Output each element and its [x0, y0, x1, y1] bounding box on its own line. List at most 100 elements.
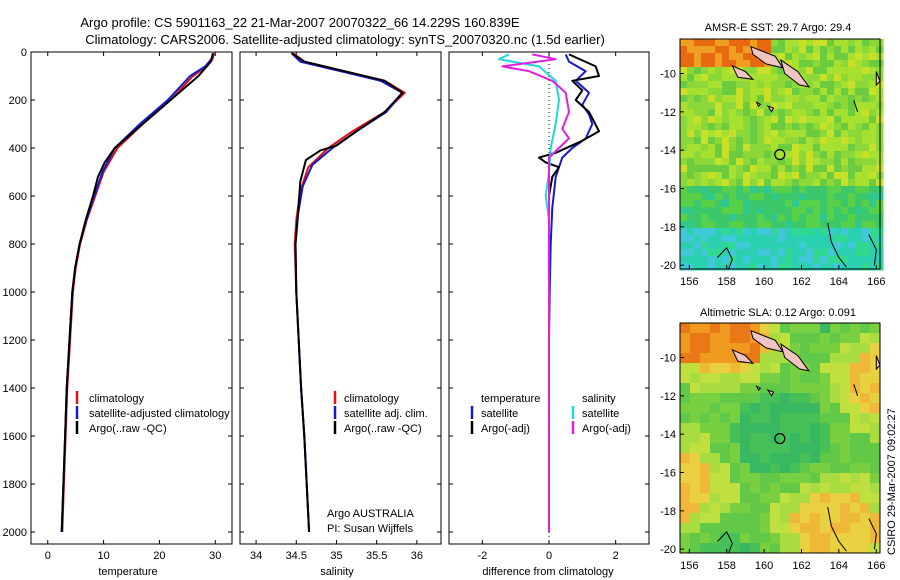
- map-cell: [813, 263, 821, 271]
- map-cell: [840, 493, 851, 504]
- map-cell: [810, 413, 821, 424]
- map-cell: [708, 172, 716, 180]
- map-cell: [764, 172, 772, 180]
- map-cell: [722, 46, 730, 54]
- map-cell: [790, 443, 801, 454]
- map-cell: [813, 179, 821, 187]
- map-cell: [860, 343, 871, 354]
- map-cell: [799, 46, 807, 54]
- map-cell: [729, 144, 737, 152]
- map-cell: [700, 433, 711, 444]
- map-cell: [736, 228, 744, 236]
- map-cell: [750, 60, 758, 68]
- map-cell: [792, 88, 800, 96]
- map-cell: [790, 483, 801, 494]
- map-cell: [764, 249, 772, 257]
- map-cell: [708, 186, 716, 194]
- map-cell: [830, 543, 841, 554]
- map-cell: [810, 443, 821, 454]
- map-cell: [694, 116, 702, 124]
- map-cell: [771, 179, 779, 187]
- map-cell: [710, 433, 721, 444]
- map-cell: [840, 343, 851, 354]
- map-cell: [860, 463, 871, 474]
- map-cell: [813, 109, 821, 117]
- map-cell: [869, 109, 877, 117]
- map-cell: [760, 393, 771, 404]
- map-cell: [770, 543, 781, 554]
- map-cell: [701, 46, 709, 54]
- map-cell: [820, 363, 831, 374]
- map-cell: [757, 123, 765, 131]
- map-cell: [820, 172, 828, 180]
- map-cell: [764, 200, 772, 208]
- map-cell: [862, 151, 870, 159]
- map-cell: [841, 165, 849, 173]
- map-cell: [778, 165, 786, 173]
- map-cell: [790, 523, 801, 534]
- map-cell: [743, 249, 751, 257]
- map-cell: [827, 88, 835, 96]
- map-cell: [710, 333, 721, 344]
- map-cell: [743, 263, 751, 271]
- map-cell: [729, 102, 737, 110]
- map-cell: [730, 443, 741, 454]
- map-cell: [869, 81, 877, 89]
- map-cell: [848, 39, 856, 47]
- map-cell: [715, 88, 723, 96]
- map-cell: [830, 413, 841, 424]
- map-cell: [785, 186, 793, 194]
- map-cell: [722, 144, 730, 152]
- map-cell: [806, 53, 814, 61]
- map-cell: [827, 123, 835, 131]
- salinity-panel: 34 34.5 35 35.5 36 salinity climatology sate…: [239, 51, 442, 578]
- map-cell: [827, 179, 835, 187]
- map-cell: [855, 46, 863, 54]
- map-cell: [680, 193, 688, 201]
- map-cell: [800, 483, 811, 494]
- map-cell: [869, 193, 877, 201]
- map-cell: [848, 60, 856, 68]
- map-cell: [813, 130, 821, 138]
- map-cell: [720, 503, 731, 514]
- depth-tick-label: 1000: [3, 287, 27, 299]
- map-cell: [722, 221, 730, 229]
- map-cell: [757, 39, 765, 47]
- map-cell: [694, 39, 702, 47]
- map-cell: [743, 186, 751, 194]
- map-cell: [680, 443, 691, 454]
- map-cell: [778, 158, 786, 166]
- map-cell: [778, 130, 786, 138]
- map-cell: [841, 193, 849, 201]
- map-cell: [740, 473, 751, 484]
- map-cell: [862, 109, 870, 117]
- map-cell: [834, 39, 842, 47]
- map-cell: [841, 151, 849, 159]
- map-cell: [710, 343, 721, 354]
- map-cell: [820, 493, 831, 504]
- map-cell: [848, 214, 856, 222]
- map-cell: [862, 235, 870, 243]
- map-cell: [715, 179, 723, 187]
- map-cell: [694, 53, 702, 61]
- map-cell: [750, 235, 758, 243]
- map-cell: [820, 109, 828, 117]
- x-tick-label: 35: [330, 550, 342, 562]
- map-cell: [701, 88, 709, 96]
- map-cell: [848, 235, 856, 243]
- map-cell: [834, 249, 842, 257]
- map-cell: [850, 413, 861, 424]
- map-cell: [834, 46, 842, 54]
- map-cell: [740, 493, 751, 504]
- map-cell: [820, 503, 831, 514]
- map-cell: [841, 263, 849, 271]
- map-cell: [680, 144, 688, 152]
- map-cell: [778, 256, 786, 264]
- reef-contour: [868, 518, 877, 550]
- series-line-argo-raw-qc-: [60, 52, 214, 533]
- map-cell: [708, 95, 716, 103]
- map-cell: [800, 453, 811, 464]
- map-cell: [813, 123, 821, 131]
- map-cell: [792, 151, 800, 159]
- sst-map-field: [679, 38, 884, 271]
